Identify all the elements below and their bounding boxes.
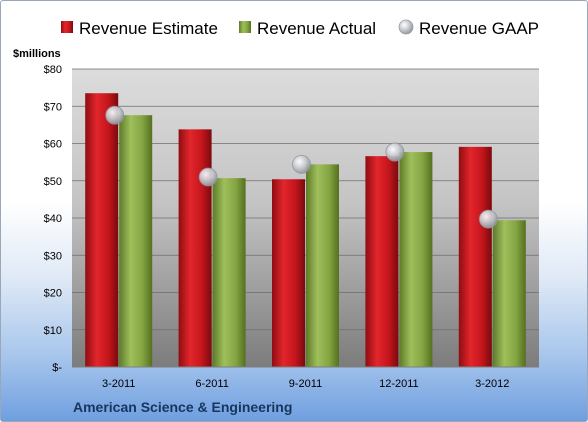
bar-revenue-actual bbox=[492, 220, 526, 367]
x-tick-label: 6-2011 bbox=[195, 378, 228, 390]
legend-swatch-actual bbox=[239, 21, 251, 33]
bar-revenue-actual bbox=[306, 164, 339, 367]
bar-revenue-actual bbox=[399, 152, 433, 367]
bar-revenue-estimate bbox=[178, 129, 212, 367]
legend-label-estimate: Revenue Estimate bbox=[79, 19, 218, 38]
legend-label-actual: Revenue Actual bbox=[257, 19, 376, 38]
y-tick-label: $20 bbox=[44, 288, 62, 300]
marker-revenue-gaap bbox=[385, 142, 405, 162]
y-tick-label: $70 bbox=[44, 101, 62, 113]
y-tick-label: $50 bbox=[44, 176, 62, 188]
y-axis-unit-label: $millions bbox=[13, 48, 61, 60]
bar-revenue-estimate bbox=[365, 156, 399, 367]
x-tick-label: 9-2011 bbox=[289, 378, 322, 390]
y-tick-label: $80 bbox=[44, 64, 62, 76]
legend-label-gaap: Revenue GAAP bbox=[419, 19, 539, 38]
bar-revenue-estimate bbox=[458, 146, 492, 367]
bars bbox=[85, 93, 526, 368]
x-tick-label: 3-2012 bbox=[475, 378, 509, 390]
marker-revenue-gaap bbox=[198, 167, 218, 187]
legend-swatch-estimate bbox=[61, 21, 73, 33]
x-axis-ticks: 3-2011 6-2011 9-2011 12-2011 3-2012 bbox=[102, 378, 509, 390]
legend-item-actual: Revenue Actual bbox=[239, 19, 376, 38]
y-tick-label: $60 bbox=[44, 139, 62, 151]
marker-revenue-gaap bbox=[478, 209, 498, 229]
y-tick-label: $30 bbox=[44, 250, 62, 262]
bar-revenue-actual bbox=[119, 115, 153, 367]
bar-revenue-estimate bbox=[272, 179, 305, 367]
marker-revenue-gaap bbox=[105, 105, 125, 125]
legend-item-estimate: Revenue Estimate bbox=[61, 19, 218, 38]
y-tick-label: $40 bbox=[44, 213, 62, 225]
y-axis-ticks: $- $10 $20 $30 $40 $50 $60 $70 $80 bbox=[44, 64, 63, 374]
legend-marker-gaap bbox=[398, 19, 414, 35]
gaap-markers bbox=[105, 105, 498, 229]
marker-revenue-gaap bbox=[292, 154, 311, 174]
y-tick-label: $10 bbox=[44, 325, 62, 337]
y-tick-label: $- bbox=[52, 362, 62, 374]
bar-revenue-estimate bbox=[85, 93, 119, 368]
x-tick-label: 3-2011 bbox=[102, 378, 135, 390]
x-tick-label: 12-2011 bbox=[379, 378, 419, 390]
bar-revenue-actual bbox=[212, 178, 246, 367]
legend: Revenue Estimate Revenue Actual Revenue … bbox=[61, 19, 539, 38]
company-name: American Science & Engineering bbox=[73, 399, 292, 415]
legend-item-gaap: Revenue GAAP bbox=[398, 19, 539, 38]
